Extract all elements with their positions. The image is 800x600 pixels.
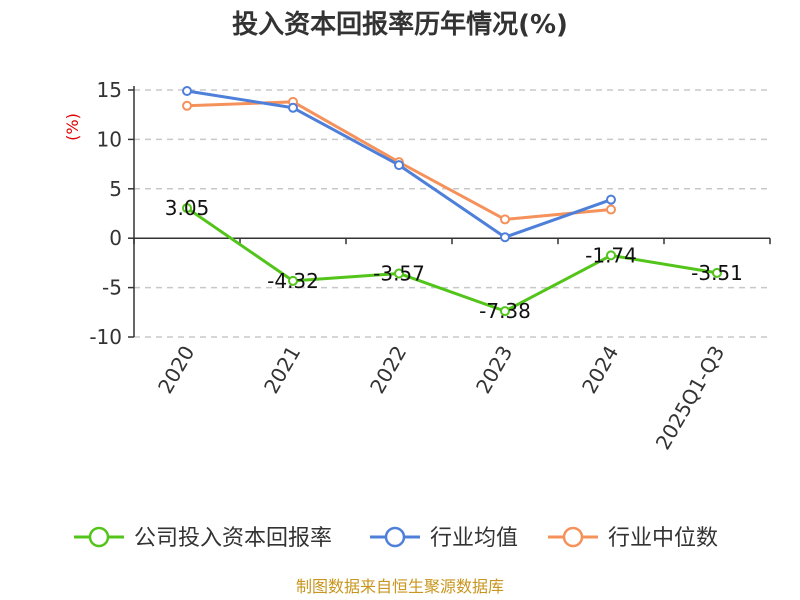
- legend-label: 行业均值: [430, 526, 518, 551]
- legend-swatch-marker: [562, 526, 584, 548]
- data-label: -3.51: [691, 261, 743, 285]
- data-point: [500, 306, 510, 317]
- y-tick-label: -5: [102, 276, 122, 300]
- chart-title: 投入资本回报率历年情况(%): [232, 9, 568, 40]
- data-label: -7.38: [479, 299, 531, 323]
- data-label: 3.05: [165, 196, 210, 220]
- data-labels: 3.05 -4.32 -3.57 -7.38 -1.74 -3.51: [165, 196, 743, 323]
- legend-label: 公司投入资本回报率: [134, 526, 332, 551]
- data-point: [182, 203, 192, 214]
- y-tick-label: 5: [109, 177, 122, 201]
- data-point: [606, 250, 616, 261]
- data-label: -3.57: [373, 261, 425, 285]
- x-tick-label: 2023: [471, 342, 517, 398]
- legend-label: 行业中位数: [608, 526, 718, 551]
- data-point: [182, 100, 192, 111]
- series: [182, 85, 722, 317]
- legend-item-1: 行业均值: [370, 526, 518, 551]
- data-point: [712, 267, 722, 278]
- x-tick-label: 2024: [577, 342, 623, 398]
- data-point: [606, 194, 616, 205]
- source-note: 制图数据来自恒生聚源数据库: [296, 577, 504, 596]
- x-tick-label: 2021: [259, 342, 305, 398]
- data-point: [394, 160, 404, 171]
- data-label: -4.32: [267, 269, 319, 293]
- data-point: [500, 214, 510, 225]
- series-1: [182, 85, 616, 243]
- data-point: [500, 232, 510, 243]
- data-point: [288, 102, 298, 113]
- y-tick-label: 10: [97, 127, 122, 151]
- legend-swatch-marker: [384, 526, 406, 548]
- data-point: [606, 204, 616, 215]
- data-label: -1.74: [585, 243, 637, 267]
- y-axis-unit: (%): [63, 113, 82, 141]
- data-point: [182, 85, 192, 96]
- grid: [134, 89, 770, 338]
- legend-swatch-marker: [88, 526, 110, 548]
- y-tick-label: 15: [97, 78, 122, 102]
- x-tick-label: 2025Q1-Q3: [651, 342, 730, 454]
- legend-item-0: 公司投入资本回报率: [74, 526, 332, 551]
- x-tick-label: 2020: [153, 342, 199, 398]
- series-0: [182, 203, 722, 317]
- data-point: [288, 275, 298, 286]
- legend: 公司投入资本回报率 行业均值 行业中位数: [74, 526, 718, 551]
- legend-item-2: 行业中位数: [548, 526, 718, 551]
- x-tick-label: 2022: [365, 342, 411, 398]
- series-line: [186, 206, 718, 313]
- y-tick-label: 0: [109, 226, 122, 250]
- data-point: [394, 268, 404, 279]
- y-tick-label: -10: [89, 325, 122, 349]
